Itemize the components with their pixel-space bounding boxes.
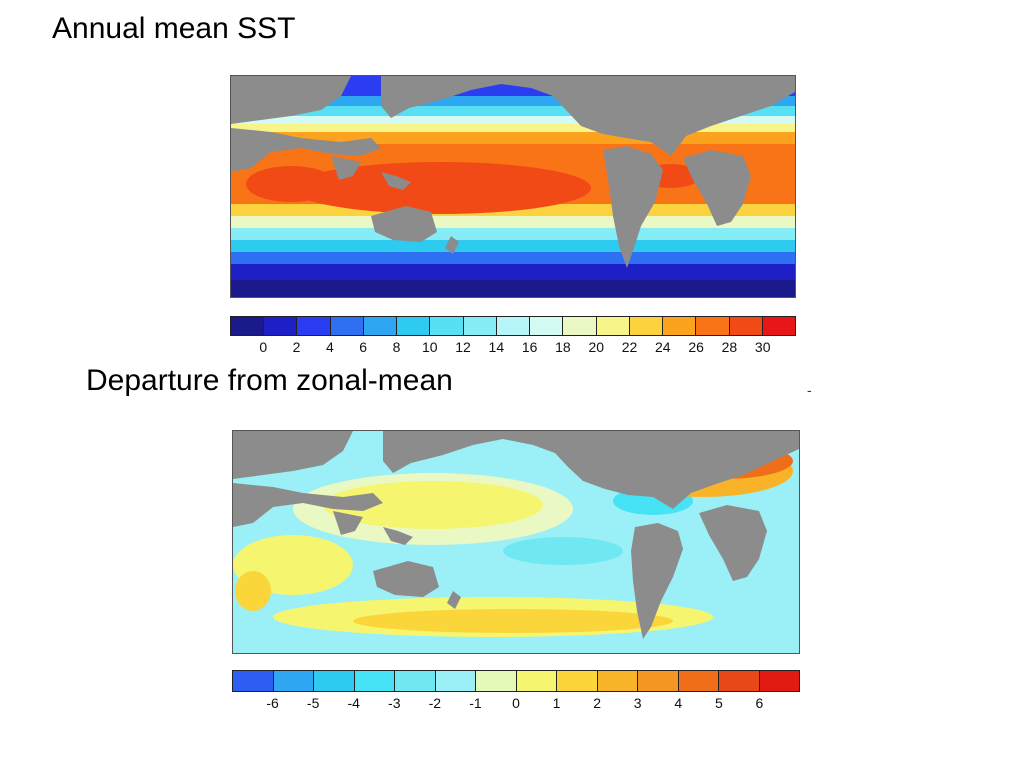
sst-colorbar-ticks: 0 2 4 6 8 10 12 14 16 18 20 22 24 26 28 30	[230, 339, 794, 355]
departure-colorbar-swatch	[516, 671, 557, 691]
stray-mark: -	[807, 382, 812, 398]
departure-map-image	[233, 431, 799, 653]
sst-colorbar-tick-label: 22	[621, 339, 638, 355]
sst-colorbar-tick-label: 0	[259, 339, 268, 355]
sst-colorbar-tick-label: 30	[754, 339, 771, 355]
sst-colorbar-tick-label: 12	[455, 339, 471, 355]
sst-colorbar-swatch	[397, 317, 431, 335]
departure-colorbar-swatch	[273, 671, 314, 691]
sst-colorbar-tick-label: 2	[292, 339, 301, 355]
sst-colorbar-swatch	[696, 317, 730, 335]
sst-colorbar-tick-label: 4	[325, 339, 334, 355]
departure-colorbar-tick-label: -1	[469, 695, 482, 711]
departure-colorbar-swatch	[395, 671, 436, 691]
sst-colorbar-tick-label: 24	[655, 339, 671, 355]
sst-colorbar-tick-label: 8	[392, 339, 401, 355]
departure-colorbar-swatch	[314, 671, 355, 691]
departure-colorbar-swatch	[638, 671, 679, 691]
departure-colorbar-tick-label: -2	[428, 695, 442, 711]
departure-colorbar-tick-label: 3	[633, 695, 642, 711]
sst-colorbar-swatch	[496, 317, 531, 335]
sst-colorbar-swatch	[563, 317, 597, 335]
departure-colorbar	[232, 670, 800, 692]
departure-colorbar-swatch	[678, 671, 719, 691]
sst-colorbar	[230, 316, 796, 336]
sst-panel-title: Annual mean SST	[52, 12, 296, 45]
sst-colorbar-swatch	[330, 317, 364, 335]
sst-colorbar-tick-label: 16	[521, 339, 538, 355]
sst-colorbar-tick-label: 20	[588, 339, 605, 355]
departure-colorbar-tick-label: 5	[714, 695, 723, 711]
sst-colorbar-tick-label: 14	[488, 339, 505, 355]
departure-colorbar-ticks: -6 -5 -4 -3 -2 -1 0 1 2 3 4 5 6	[232, 695, 798, 711]
departure-colorbar-tick-label: 6	[755, 695, 764, 711]
departure-colorbar-tick-label: -3	[388, 695, 401, 711]
sst-colorbar-swatch	[231, 317, 265, 335]
departure-colorbar-tick-label: 0	[512, 695, 520, 711]
departure-colorbar-swatch	[435, 671, 476, 691]
sst-colorbar-tick-label: 28	[721, 339, 738, 355]
sst-colorbar-swatch	[762, 317, 795, 335]
sst-colorbar-tick-label: 10	[421, 339, 438, 355]
departure-colorbar-tick-label: 1	[552, 695, 561, 711]
departure-colorbar-swatch	[759, 671, 799, 691]
sst-colorbar-swatch	[729, 317, 763, 335]
departure-colorbar-swatch	[233, 671, 274, 691]
sst-colorbar-swatch	[264, 317, 298, 335]
departure-colorbar-tick-label: 4	[674, 695, 683, 711]
sst-colorbar-swatch	[297, 317, 331, 335]
sst-colorbar-tick-label: 18	[555, 339, 571, 355]
sst-colorbar-swatch	[530, 317, 564, 335]
departure-colorbar-tick-label: 2	[593, 695, 602, 711]
departure-panel-title: Departure from zonal-mean	[86, 364, 453, 397]
departure-colorbar-tick-label: -4	[347, 695, 360, 711]
sst-colorbar-swatch	[663, 317, 697, 335]
departure-colorbar-tick-label: -5	[306, 695, 320, 711]
sst-map-image	[231, 76, 795, 297]
departure-colorbar-swatch	[557, 671, 598, 691]
sst-map	[230, 75, 796, 298]
sst-colorbar-swatch	[596, 317, 630, 335]
departure-colorbar-swatch	[597, 671, 638, 691]
departure-colorbar-tick-label: -6	[266, 695, 279, 711]
departure-colorbar-swatch	[476, 671, 517, 691]
departure-colorbar-swatch	[354, 671, 395, 691]
sst-colorbar-swatch	[430, 317, 464, 335]
sst-colorbar-tick-label: 6	[359, 339, 368, 355]
departure-colorbar-swatch	[719, 671, 760, 691]
sst-colorbar-swatch	[363, 317, 398, 335]
sst-colorbar-tick-label: 26	[688, 339, 704, 355]
sst-colorbar-swatch	[629, 317, 664, 335]
sst-colorbar-swatch	[463, 317, 497, 335]
departure-map	[232, 430, 800, 654]
